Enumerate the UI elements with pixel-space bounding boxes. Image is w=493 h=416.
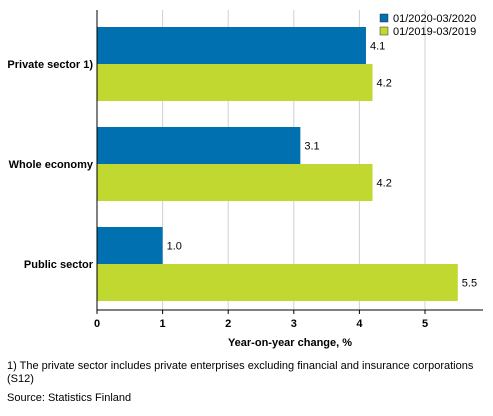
bars: 4.1 4.2 3.1 4.2 1.0 5.5 [97, 27, 477, 301]
bar [97, 127, 301, 164]
x-axis-title: Year-on-year change, % [228, 337, 352, 349]
bar [97, 27, 366, 64]
x-tick-label: 5 [422, 318, 428, 330]
footnote: 1) The private sector includes private e… [7, 360, 474, 385]
x-tick-label: 2 [225, 318, 231, 330]
source-note: Source: Statistics Finland [7, 392, 132, 404]
bar [97, 164, 373, 201]
bar [97, 227, 163, 264]
x-tick-label: 4 [356, 318, 363, 330]
x-ticks: 0 1 2 3 4 5 [94, 310, 428, 330]
x-tick-label: 0 [94, 318, 100, 330]
legend-swatch [379, 26, 389, 36]
category-label: Public sector [24, 259, 94, 271]
category-labels: Private sector 1) Whole economy Public sec… [7, 59, 93, 271]
category-label: Private sector 1) [7, 59, 93, 71]
bar [97, 64, 373, 101]
legend-swatch [379, 13, 389, 23]
data-label: 4.2 [377, 178, 392, 190]
category-label: Whole economy [9, 159, 94, 171]
legend-label: 01/2019-03/2019 [393, 26, 476, 38]
data-label: 4.1 [370, 41, 385, 53]
x-tick-label: 1 [160, 318, 166, 330]
data-label: 1.0 [167, 241, 182, 253]
data-label: 5.5 [462, 278, 477, 290]
data-label: 3.1 [304, 141, 319, 153]
bar [97, 264, 458, 301]
legend-label: 01/2020-03/2020 [393, 13, 476, 25]
bar-chart: 4.1 4.2 3.1 4.2 1.0 5.5 0 1 2 3 4 5 Private sector… [7, 10, 483, 349]
x-tick-label: 3 [291, 318, 297, 330]
data-label: 4.2 [377, 78, 392, 90]
